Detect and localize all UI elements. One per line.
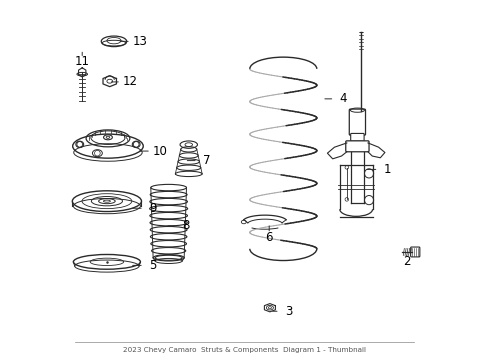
Text: 8: 8 — [182, 219, 189, 232]
FancyBboxPatch shape — [350, 134, 364, 141]
Text: 4: 4 — [339, 93, 346, 105]
Text: 11: 11 — [75, 55, 89, 68]
Text: 13: 13 — [132, 35, 147, 48]
FancyBboxPatch shape — [348, 109, 365, 135]
Text: 10: 10 — [152, 145, 167, 158]
Text: 1: 1 — [383, 163, 390, 176]
Text: 7: 7 — [203, 154, 210, 167]
Text: 3: 3 — [285, 305, 292, 318]
Text: 9: 9 — [149, 202, 156, 215]
Text: 2023 Chevy Camaro  Struts & Components  Diagram 1 - Thumbnail: 2023 Chevy Camaro Struts & Components Di… — [123, 347, 365, 353]
FancyBboxPatch shape — [410, 247, 419, 257]
Text: 5: 5 — [149, 259, 156, 272]
FancyBboxPatch shape — [345, 141, 368, 152]
Text: 2: 2 — [402, 255, 410, 268]
Text: 6: 6 — [265, 231, 272, 244]
Text: 12: 12 — [122, 76, 137, 89]
